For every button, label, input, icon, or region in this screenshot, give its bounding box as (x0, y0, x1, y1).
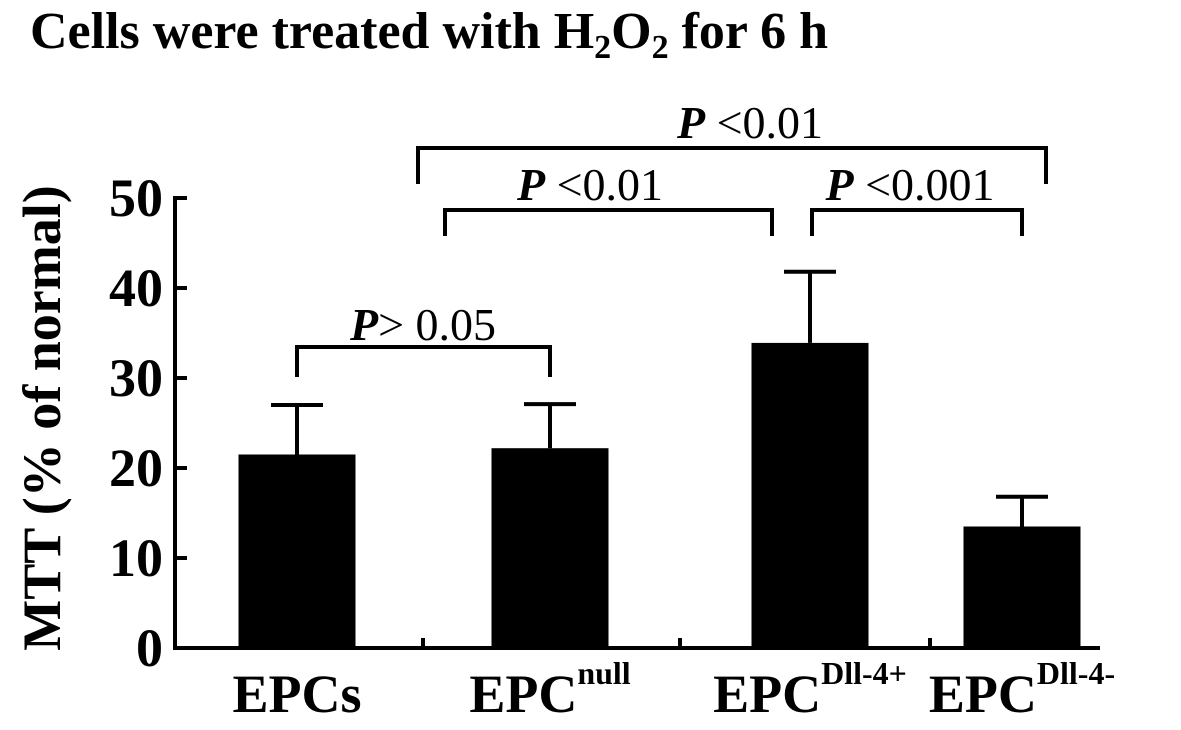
y-tick-label: 30 (109, 348, 163, 408)
x-category-label: EPCDll-4+ (713, 655, 907, 724)
y-axis-label: MTT (% of normal) (12, 185, 72, 650)
significance-bracket (443, 208, 774, 236)
chart-title-suffix: for 6 h (669, 3, 828, 60)
chart-title-prefix: Cells were treated with H (30, 3, 594, 60)
y-tick-label: 20 (109, 438, 163, 498)
chart-title-mid: O (611, 3, 651, 60)
y-tick-label: 10 (109, 528, 163, 588)
significance-bracket (416, 146, 1048, 184)
significance-label: P <0.01 (516, 159, 663, 210)
plot-area: 0 10 20 30 40 50 EPCs EPCnull EPCDll-4+ EPCDll-4-… (109, 97, 1115, 724)
chart-title-subscript-2: 2 (652, 29, 669, 66)
x-category-label: EPCnull (469, 655, 630, 724)
y-tick-label: 40 (109, 258, 163, 318)
chart-title-subscript-1: 2 (594, 29, 611, 66)
chart-title: Cells were treated with H2O2 for 6 h (30, 3, 828, 66)
significance-label: P> 0.05 (349, 299, 496, 350)
significance-bracket (295, 345, 552, 377)
x-category-label: EPCDll-4- (929, 655, 1115, 724)
significance-label: P <0.001 (824, 159, 994, 210)
y-tick-label: 50 (109, 168, 163, 228)
significance-label: P <0.01 (676, 97, 823, 148)
bar (238, 454, 356, 648)
significance-bracket (810, 208, 1024, 236)
bar (963, 526, 1081, 648)
y-tick-label: 0 (136, 618, 163, 678)
bar (751, 342, 869, 648)
bar (491, 448, 609, 648)
x-category-label: EPCs (232, 664, 361, 724)
